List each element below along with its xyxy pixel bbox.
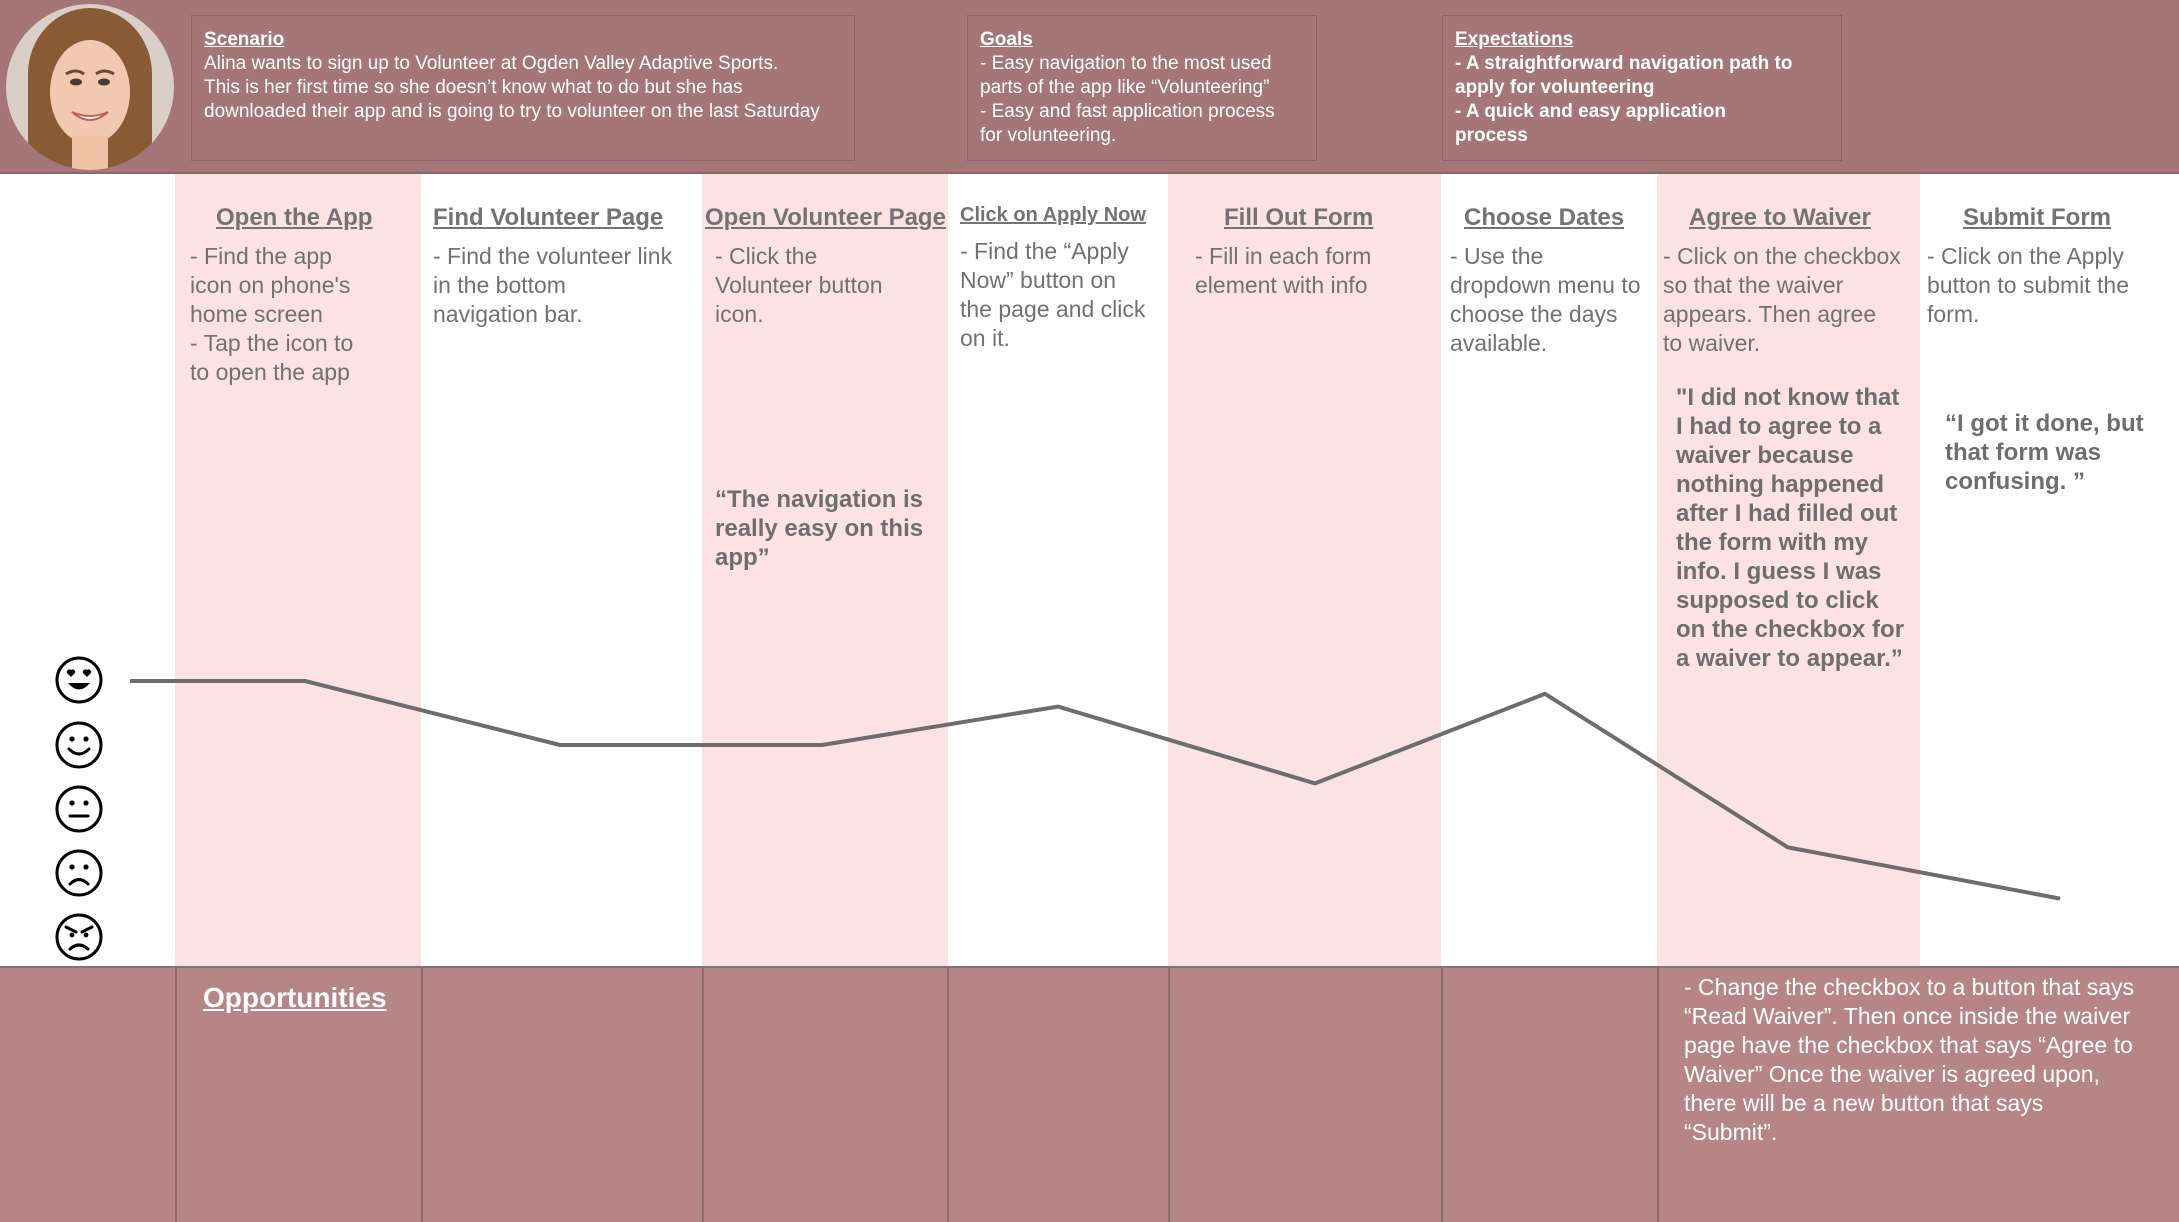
stage-text: - Click on the checkbox so that the waiv… — [1663, 243, 1901, 356]
stage-fill-form: Fill Out Form - Fill in each form elemen… — [1195, 204, 1425, 300]
stage-title: Open the App — [216, 204, 373, 231]
stage-title: Choose Dates — [1464, 204, 1625, 231]
emotion-curve-chart — [130, 679, 2061, 901]
stage-apply-now: Click on Apply Now - Find the “Apply Now… — [960, 204, 1165, 353]
stage-agree-waiver: Agree to Waiver - Click on the checkbox … — [1663, 204, 1918, 358]
scenario-heading: Scenario — [204, 29, 285, 50]
expectations-heading: Expectations — [1455, 29, 1574, 50]
column-divider — [947, 966, 949, 1222]
goals-text: - Easy navigation to the most used parts… — [980, 53, 1275, 146]
emotion-point — [1314, 782, 1316, 784]
opportunities-band — [0, 966, 2179, 1222]
emotion-point — [1544, 693, 1546, 695]
column-divider — [1657, 966, 1659, 1222]
emotion-point — [2059, 898, 2061, 900]
opportunities-title: Opportunities — [203, 982, 387, 1013]
stage-text: - Find the “Apply Now” button on the pag… — [960, 238, 1146, 351]
expectations-box: Expectations - A straightforward navigat… — [1442, 15, 1842, 161]
stage-text: - Click on the Apply button to submit th… — [1927, 243, 2130, 327]
goals-heading: Goals — [980, 29, 1033, 50]
neutral-face-icon — [55, 785, 103, 833]
stage-title: Submit Form — [1963, 204, 2111, 231]
persona-portrait-icon — [6, 4, 174, 170]
stage-choose-dates: Choose Dates - Use the dropdown menu to … — [1450, 204, 1655, 358]
emotion-line — [130, 679, 2061, 901]
stage-stripe — [175, 174, 421, 966]
stage-open-app: Open the App - Find the app icon on phon… — [190, 204, 418, 387]
column-divider — [175, 966, 177, 1222]
stage-text: - Click the Volunteer button icon. — [715, 243, 883, 327]
stage-stripe — [702, 174, 948, 966]
scenario-text: Alina wants to sign up to Volunteer at O… — [204, 53, 820, 122]
stage-text: - Find the volunteer link in the bottom … — [433, 243, 673, 327]
stage-title: Agree to Waiver — [1689, 204, 1871, 231]
emotion-point — [1057, 706, 1059, 708]
emotion-point — [1787, 846, 1789, 848]
stage-find-volunteer: Find Volunteer Page - Find the volunteer… — [433, 204, 695, 329]
smiling-face-icon — [55, 721, 103, 769]
stage-text: - Fill in each form element with info — [1195, 243, 1372, 298]
emotion-point — [821, 744, 823, 746]
goals-box: Goals - Easy navigation to the most used… — [967, 15, 1317, 161]
stage-title: Open Volunteer Page — [705, 204, 946, 231]
emotion-point — [304, 680, 306, 682]
stage-stripe — [1657, 174, 1920, 966]
header-band — [0, 0, 2179, 174]
opportunities-text: - Change the checkbox to a button that s… — [1684, 974, 2135, 1145]
column-divider — [1168, 966, 1170, 1222]
stage-title: Find Volunteer Page — [433, 204, 664, 231]
stage-open-volunteer: Open Volunteer Page - Click the Voluntee… — [705, 204, 946, 329]
quote-waiver: "I did not know that I had to agree to a… — [1676, 384, 1905, 672]
stage-title: Click on Apply Now — [960, 204, 1146, 226]
persona-avatar — [6, 4, 174, 170]
angry-face-icon — [55, 913, 103, 961]
emotion-point — [559, 744, 561, 746]
stage-submit-form: Submit Form - Click on the Apply button … — [1927, 204, 2167, 329]
stage-text: - Find the app icon on phone's home scre… — [190, 243, 354, 385]
column-divider — [1441, 966, 1443, 1222]
quote-navigation: “The navigation is really easy on this a… — [715, 486, 924, 571]
stage-text: - Use the dropdown menu to choose the da… — [1450, 243, 1641, 356]
quote-submit: “I got it done, but that form was confus… — [1945, 410, 2144, 495]
frowning-face-icon — [55, 849, 103, 897]
expectations-text: - A straightforward navigation path to a… — [1455, 53, 1793, 146]
column-divider — [421, 966, 423, 1222]
stage-stripe — [1168, 174, 1441, 966]
column-divider — [702, 966, 704, 1222]
scenario-box: Scenario Alina wants to sign up to Volun… — [191, 15, 855, 161]
love-eyes-face-icon — [55, 656, 103, 704]
stage-title: Fill Out Form — [1224, 204, 1374, 231]
